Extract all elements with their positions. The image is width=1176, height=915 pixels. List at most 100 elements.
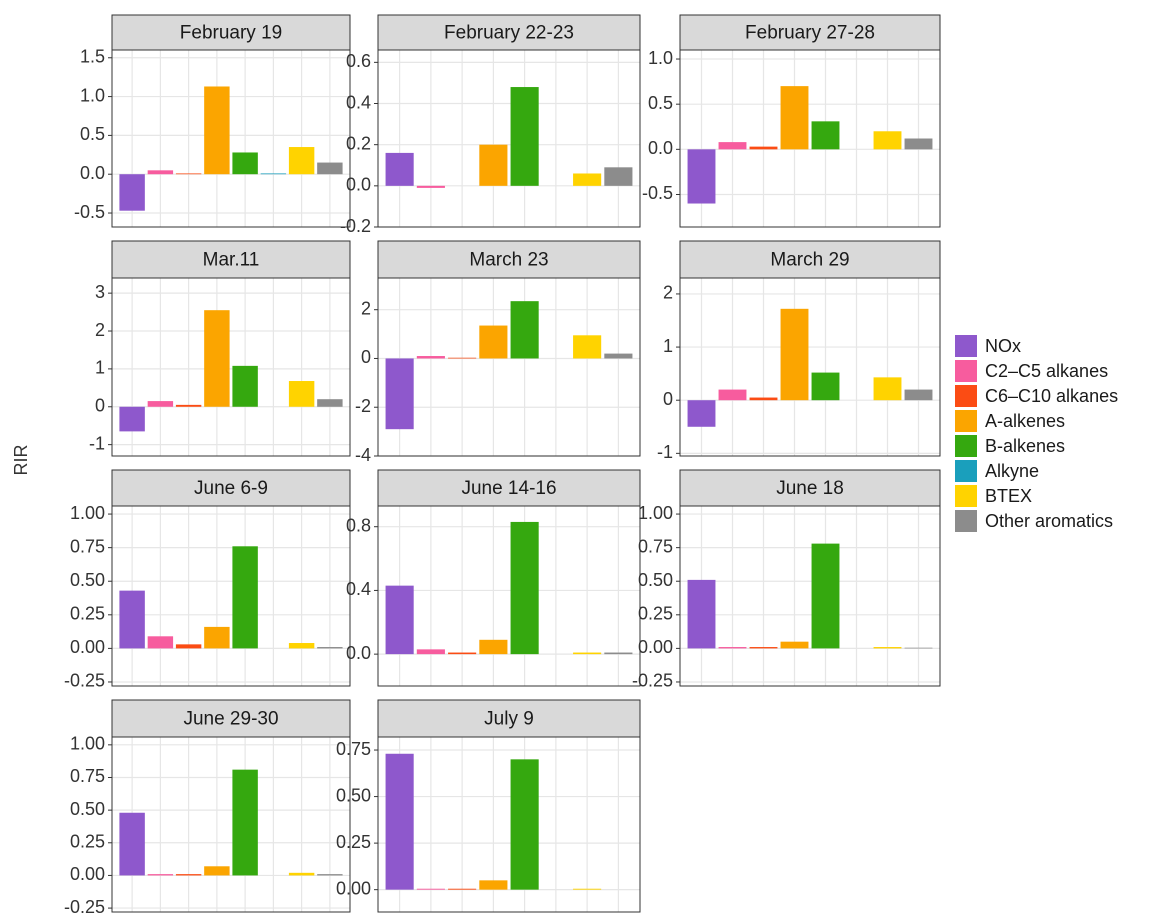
y-tick-label: 0.5 [80, 124, 105, 144]
bar [204, 310, 230, 407]
bar [317, 647, 343, 649]
bar [288, 643, 315, 649]
bar [175, 404, 202, 407]
strip [377, 699, 641, 738]
y-tick-label: 0.50 [336, 785, 371, 805]
strip [679, 469, 941, 507]
panel-border [679, 505, 941, 687]
bar [385, 585, 414, 655]
bar [873, 131, 902, 150]
legend-swatch [955, 410, 977, 432]
bar [448, 652, 477, 655]
legend-label: C2–C5 alkanes [985, 361, 1108, 381]
bar [718, 389, 747, 401]
y-tick-label: 0.00 [336, 878, 371, 898]
y-tick-label: 0.0 [346, 175, 371, 195]
strip [111, 14, 351, 51]
y-tick-label: 0 [95, 396, 105, 416]
legend-label: A-alkenes [985, 411, 1065, 431]
legend-swatch [955, 335, 977, 357]
strip [377, 240, 641, 279]
bar [904, 389, 933, 401]
y-tick-label: 1.00 [70, 503, 105, 523]
bar [780, 641, 809, 649]
y-tick-label: -2 [355, 396, 371, 416]
legend-swatch [955, 485, 977, 507]
y-tick-label: 2 [663, 283, 673, 303]
y-tick-label: 0.6 [346, 51, 371, 71]
y-tick-label: 0.00 [70, 864, 105, 884]
strip-text: February 27-28 [745, 23, 875, 44]
y-axis-label: RIR [11, 445, 31, 476]
y-tick-label: -1 [657, 442, 673, 462]
bar [749, 397, 778, 401]
y-tick-label: 0.4 [346, 92, 371, 112]
y-tick-label: 1 [95, 358, 105, 378]
legend-swatch [955, 460, 977, 482]
bar [904, 647, 933, 649]
bar [204, 626, 230, 649]
bar [288, 147, 315, 175]
panel-border [111, 277, 351, 457]
strip-text: February 22-23 [444, 23, 574, 44]
y-tick-label: 0.8 [346, 515, 371, 535]
bar [811, 543, 840, 649]
y-tick-label: 1.5 [80, 47, 105, 67]
bar [416, 185, 445, 188]
strip-text: June 18 [776, 478, 844, 499]
bar [175, 173, 202, 175]
y-tick-label: 0.75 [70, 766, 105, 786]
y-tick-label: 0.0 [346, 643, 371, 663]
bar [147, 636, 174, 649]
legend-swatch [955, 360, 977, 382]
strip [679, 240, 941, 279]
y-tick-label: 0.5 [648, 93, 673, 113]
bar [479, 880, 508, 890]
y-tick-label: 3 [95, 282, 105, 302]
y-tick-label: 0.50 [70, 570, 105, 590]
y-tick-label: 0.4 [346, 579, 371, 599]
y-tick-label: -1 [89, 433, 105, 453]
y-tick-label: 1.0 [80, 85, 105, 105]
strip-text: March 23 [469, 250, 548, 271]
panel-border [377, 49, 641, 228]
bar [232, 769, 258, 876]
y-tick-label: 0.0 [80, 163, 105, 183]
strip-text: February 19 [180, 23, 282, 44]
y-tick-label: -0.5 [642, 183, 673, 203]
bar [288, 872, 315, 876]
y-tick-label: 1.00 [638, 503, 673, 523]
y-tick-label: -0.25 [64, 671, 105, 691]
legend-label: NOx [985, 336, 1021, 356]
bar [573, 173, 602, 186]
bar [448, 357, 477, 359]
y-tick-label: 0.25 [336, 832, 371, 852]
y-tick-label: 0 [663, 389, 673, 409]
panel-border [377, 736, 641, 913]
bar [204, 866, 230, 876]
bar [175, 644, 202, 649]
bar [510, 759, 539, 890]
y-tick-label: 1 [663, 336, 673, 356]
bar [479, 144, 508, 186]
panel-border [377, 277, 641, 457]
y-tick-label: 0.50 [70, 799, 105, 819]
y-tick-label: 0 [361, 347, 371, 367]
legend-label: Other aromatics [985, 511, 1113, 531]
strip-text: June 29-30 [183, 709, 278, 730]
panel-border [679, 49, 941, 228]
bar [232, 546, 258, 649]
legend-label: B-alkenes [985, 436, 1065, 456]
bar [479, 639, 508, 655]
y-tick-label: 1.00 [70, 734, 105, 754]
bar [604, 167, 633, 186]
bar [687, 579, 716, 649]
y-tick-label: -0.5 [74, 202, 105, 222]
bar [510, 301, 539, 359]
bar [510, 87, 539, 186]
bar [317, 162, 343, 175]
bar [573, 652, 602, 655]
strip-text: Mar.11 [203, 250, 260, 271]
y-tick-label: 2 [361, 298, 371, 318]
